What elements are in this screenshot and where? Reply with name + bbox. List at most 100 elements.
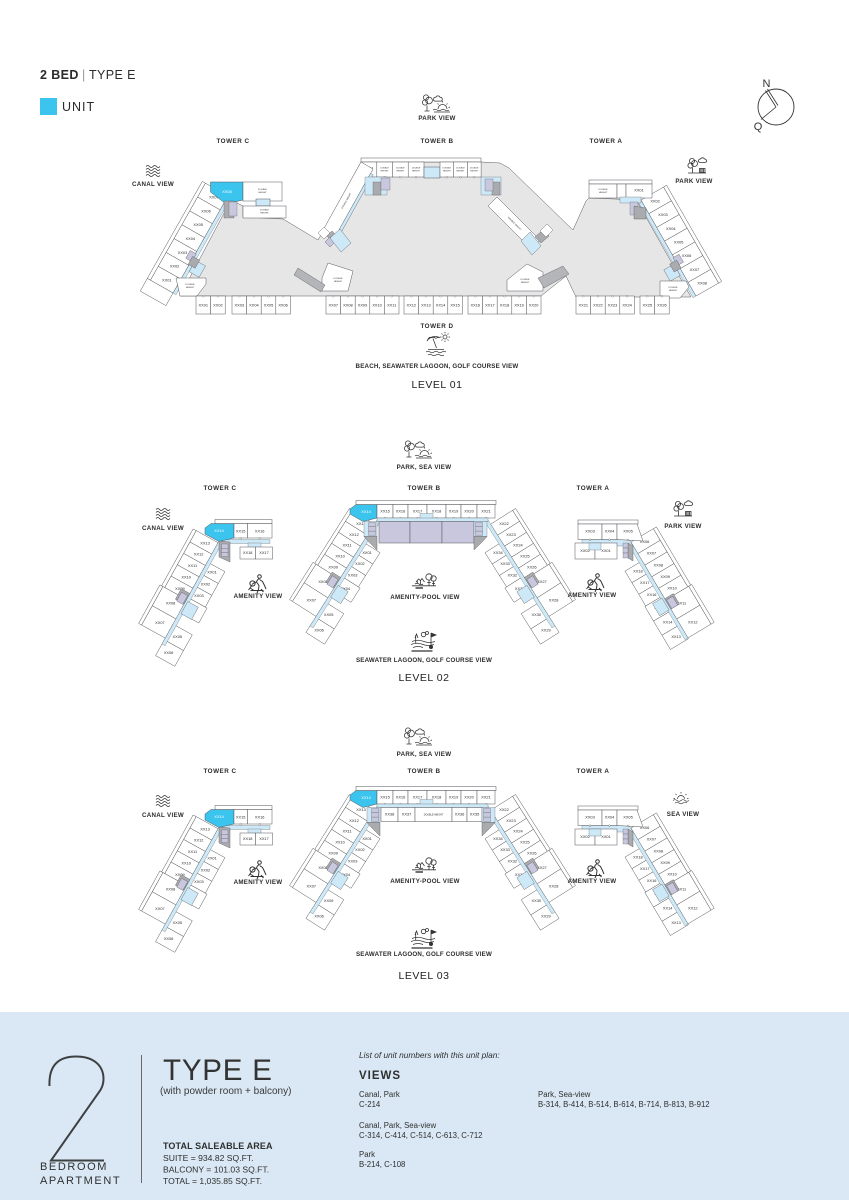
svg-text:XX25: XX25 [643,303,653,308]
svg-text:DOUBLE: DOUBLE [669,287,679,289]
svg-text:XX05: XX05 [264,303,274,308]
svg-text:XX23: XX23 [506,818,516,823]
svg-text:XX12: XX12 [688,906,698,911]
svg-text:XX03: XX03 [585,529,595,534]
svg-text:XX07: XX07 [647,551,657,556]
svg-text:XX26: XX26 [657,303,667,308]
svg-text:XX12: XX12 [407,303,417,308]
svg-text:LEVEL 03: LEVEL 03 [399,970,450,982]
svg-text:|: | [82,68,85,82]
svg-text:AMENITY-POOL VIEW: AMENITY-POOL VIEW [390,594,460,601]
svg-text:XX03: XX03 [585,815,595,820]
svg-text:XX04: XX04 [605,529,615,534]
svg-text:XX09: XX09 [175,586,185,591]
svg-text:Park: Park [359,1150,375,1159]
svg-text:DOUBLE: DOUBLE [599,189,609,191]
svg-text:SEA VIEW: SEA VIEW [667,811,699,818]
svg-text:XX07: XX07 [209,195,219,200]
svg-text:XX05: XX05 [173,634,183,639]
svg-text:N: N [763,78,771,90]
svg-text:XX01: XX01 [207,856,217,861]
svg-text:XX08: XX08 [318,579,328,584]
svg-text:BALCONY = 101.03 SQ.FT.: BALCONY = 101.03 SQ.FT. [163,1165,269,1175]
svg-text:XX27: XX27 [537,865,547,870]
svg-text:BEACH, SEAWATER LAGOON, GOLF C: BEACH, SEAWATER LAGOON, GOLF COURSE VIEW [356,363,519,370]
svg-text:AMENITY-POOL VIEW: AMENITY-POOL VIEW [390,878,460,885]
svg-text:XX23: XX23 [608,303,618,308]
svg-text:XX11: XX11 [188,849,197,854]
svg-text:XX02: XX02 [580,548,590,553]
svg-text:XX25: XX25 [520,840,530,845]
svg-text:XX34: XX34 [493,550,503,555]
svg-text:HEIGHT: HEIGHT [260,213,269,215]
svg-text:XX14: XX14 [214,814,224,819]
svg-text:XX13: XX13 [356,521,366,526]
svg-text:UNIT: UNIT [62,100,95,114]
svg-text:XX33: XX33 [500,847,510,852]
svg-text:SEAWATER LAGOON, GOLF COURSE V: SEAWATER LAGOON, GOLF COURSE VIEW [356,657,492,664]
svg-text:XX10: XX10 [667,872,677,877]
svg-text:SUITE = 934.82 SQ.FT.: SUITE = 934.82 SQ.FT. [163,1153,254,1163]
svg-text:XX13: XX13 [671,634,681,639]
svg-text:XX13: XX13 [200,826,210,831]
svg-text:AMENITY VIEW: AMENITY VIEW [568,592,617,599]
svg-text:XX17: XX17 [413,795,423,800]
svg-text:XX11: XX11 [387,303,396,308]
svg-text:DOUBLE: DOUBLE [412,168,421,170]
svg-text:XX08: XX08 [166,887,176,892]
svg-text:XX13: XX13 [356,807,366,812]
svg-text:XX11: XX11 [188,563,197,568]
svg-text:PARK VIEW: PARK VIEW [675,178,712,185]
svg-text:XX37: XX37 [402,812,412,817]
svg-text:XX02: XX02 [170,264,180,269]
svg-text:XX14: XX14 [663,906,673,911]
svg-text:XX14: XX14 [663,620,673,625]
svg-text:XX12: XX12 [194,552,204,557]
svg-text:HEIGHT: HEIGHT [443,170,452,172]
svg-text:XX17: XX17 [259,550,269,555]
svg-text:CANAL VIEW: CANAL VIEW [132,181,174,188]
svg-text:XX18: XX18 [633,855,643,860]
svg-text:XX10: XX10 [667,586,677,591]
svg-text:(with powder room + balcony): (with powder room + balcony) [160,1086,291,1097]
svg-text:XX08: XX08 [166,601,176,606]
svg-text:TOTAL SALEABLE AREA: TOTAL SALEABLE AREA [163,1141,273,1151]
svg-text:XX07: XX07 [647,837,657,842]
svg-text:XX35: XX35 [470,812,480,817]
svg-text:XX12: XX12 [349,532,359,537]
svg-text:Q: Q [754,121,763,133]
svg-text:XX14: XX14 [214,528,224,533]
svg-text:DOUBLE HEIGHT: DOUBLE HEIGHT [424,814,444,817]
svg-text:XX06: XX06 [201,208,211,213]
svg-text:XX16: XX16 [255,529,265,534]
svg-text:APARTMENT: APARTMENT [40,1175,121,1187]
svg-text:XX04: XX04 [341,872,351,877]
svg-text:XX22: XX22 [593,303,603,308]
svg-text:TOWER B: TOWER B [420,138,453,145]
svg-text:XX12: XX12 [349,818,359,823]
svg-text:XX36: XX36 [455,812,465,817]
svg-text:XX11: XX11 [342,829,351,834]
svg-text:TOWER A: TOWER A [577,768,610,775]
svg-text:Canal, Park: Canal, Park [359,1090,400,1099]
svg-text:XX06: XX06 [682,253,692,258]
svg-text:XX19: XX19 [449,509,459,514]
svg-text:XX32: XX32 [508,573,518,578]
svg-text:XX20: XX20 [464,795,474,800]
svg-text:XX05: XX05 [193,222,203,227]
svg-text:XX29: XX29 [541,627,551,632]
svg-text:XX07: XX07 [307,598,317,603]
svg-text:XX07: XX07 [307,884,317,889]
svg-text:DOUBLE: DOUBLE [258,189,268,191]
svg-text:HEIGHT: HEIGHT [258,192,267,194]
svg-text:DOUBLE HEIGHT: DOUBLE HEIGHT [342,192,353,209]
svg-text:XX05: XX05 [173,920,183,925]
svg-text:XX09: XX09 [358,303,368,308]
svg-text:XX06: XX06 [278,303,288,308]
svg-text:XX02: XX02 [580,834,590,839]
svg-text:DOUBLE: DOUBLE [186,284,196,286]
svg-text:AMENITY VIEW: AMENITY VIEW [234,879,283,886]
svg-text:XX28: XX28 [549,598,559,603]
svg-text:XX03: XX03 [194,593,204,598]
svg-text:XX30: XX30 [532,898,542,903]
